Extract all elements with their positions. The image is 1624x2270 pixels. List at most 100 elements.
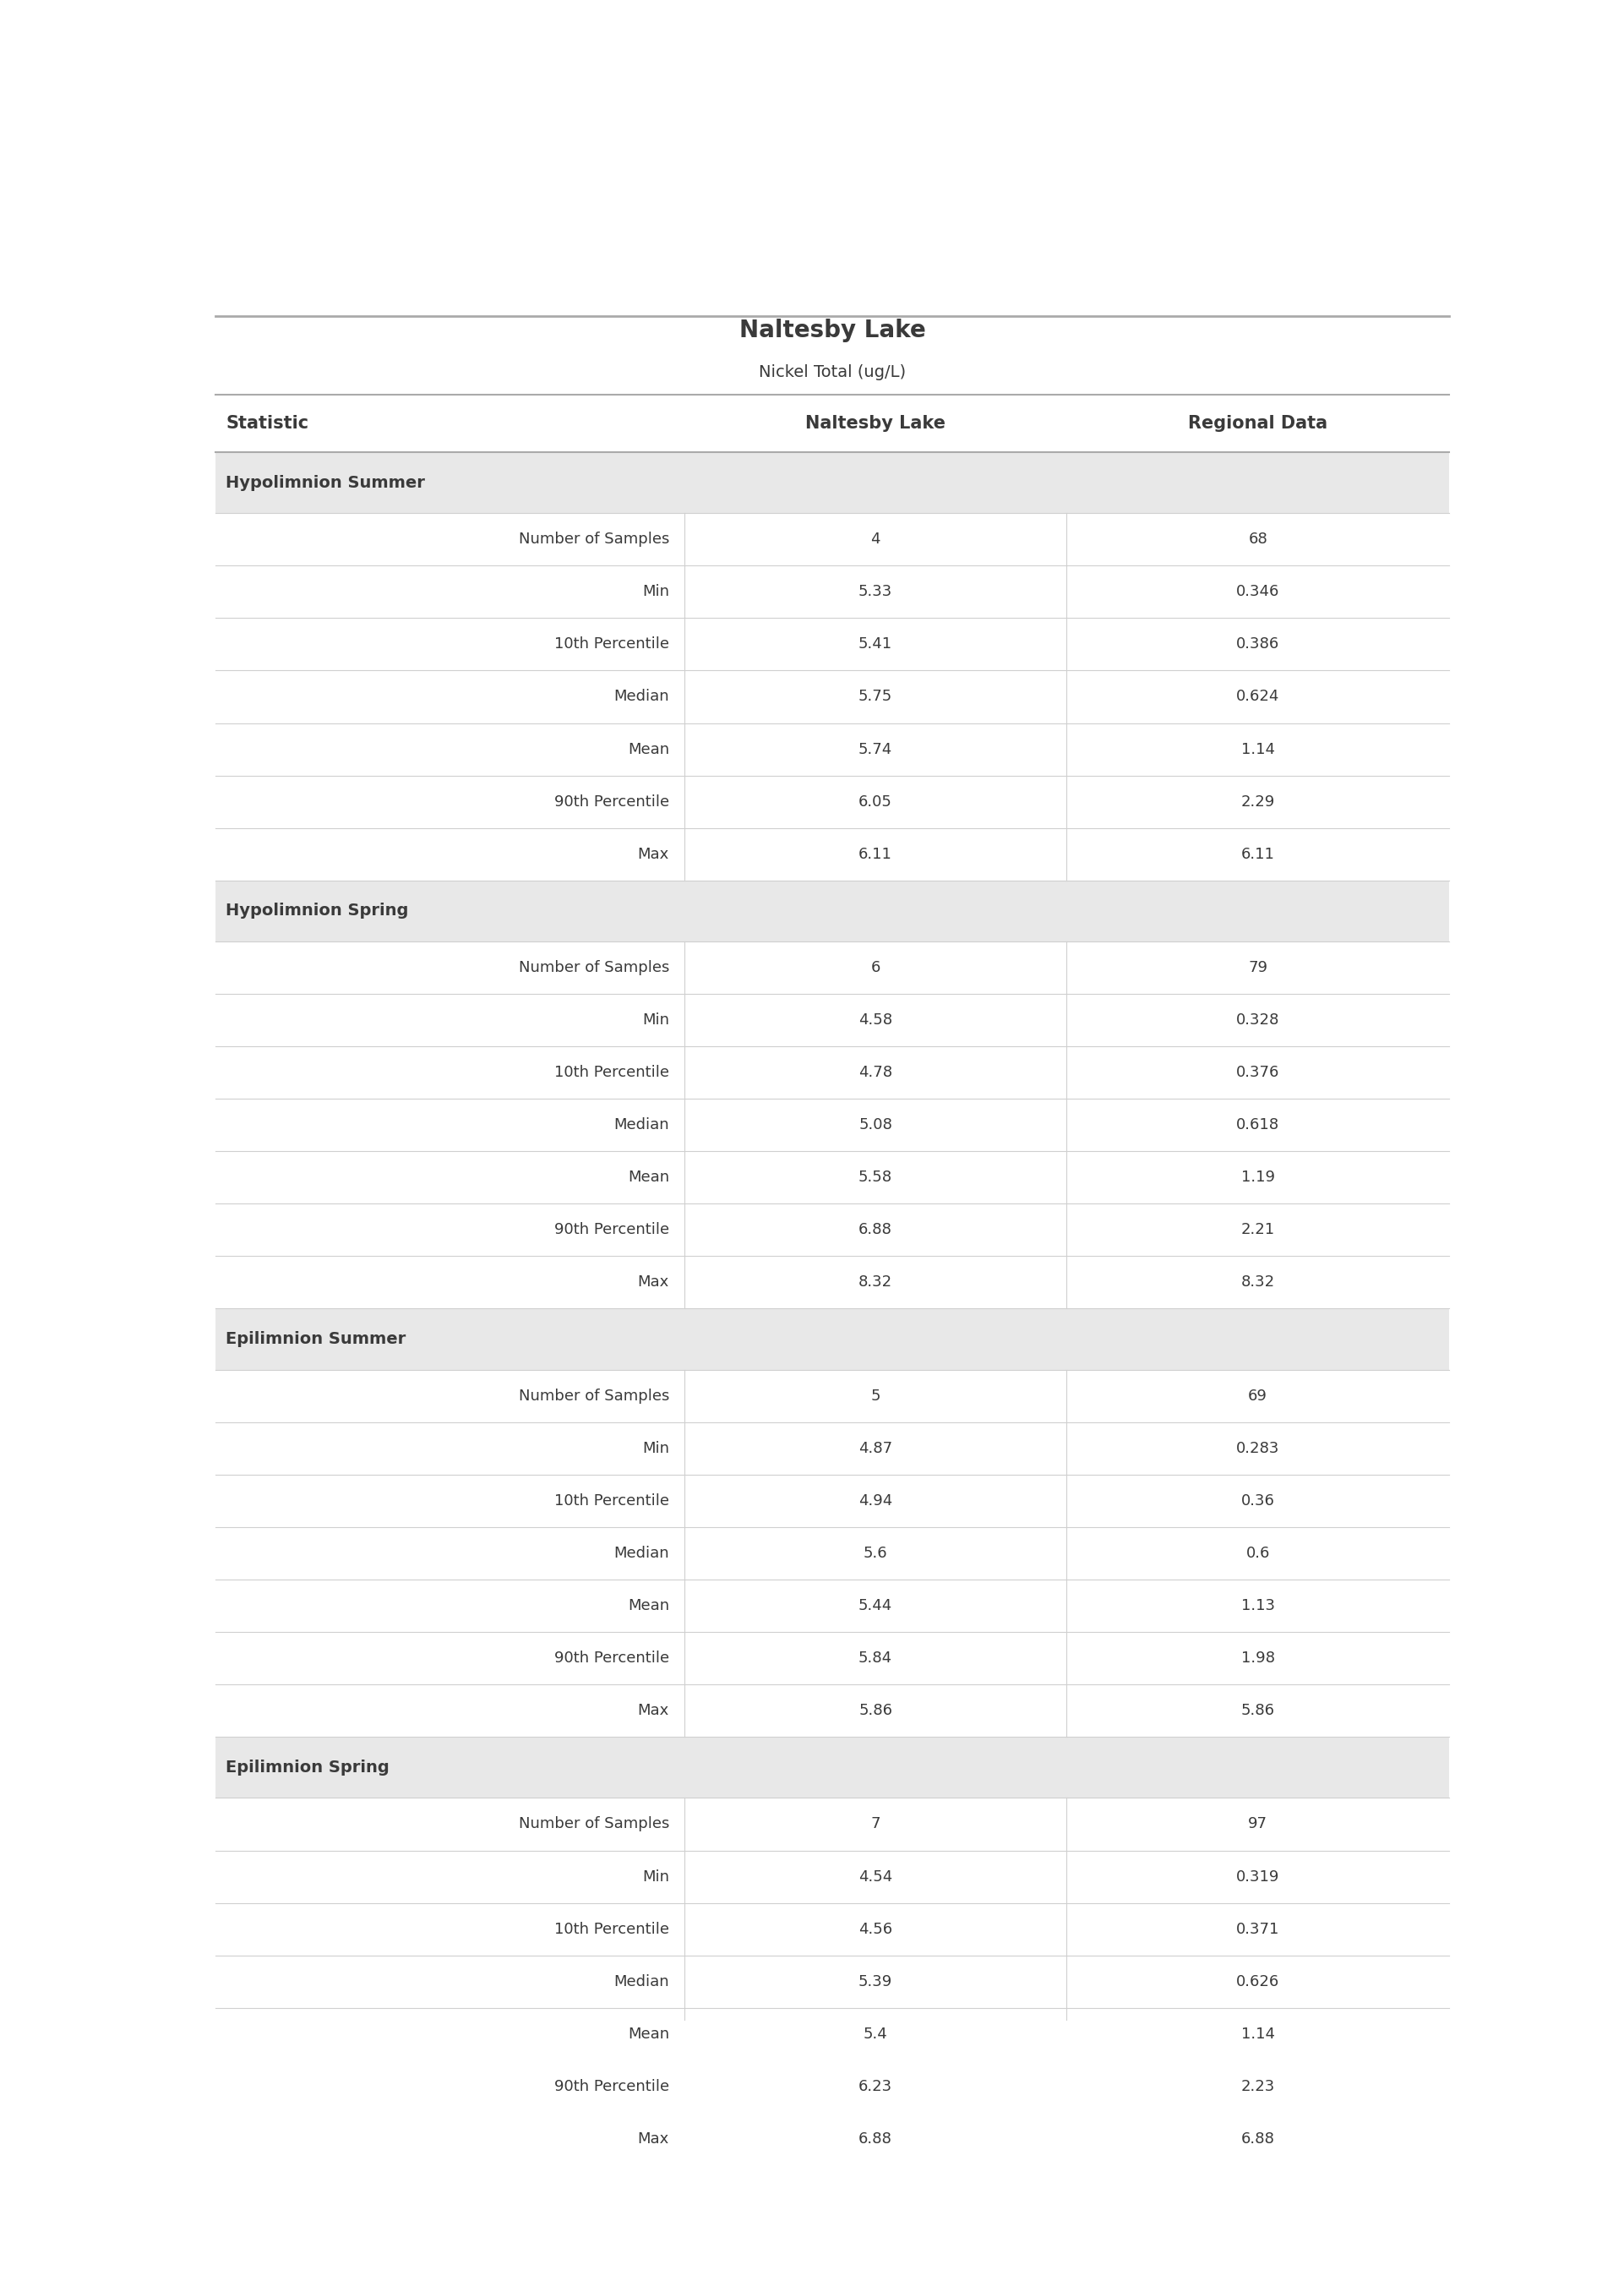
Text: Statistic: Statistic [226,415,309,431]
Bar [216,1308,1449,1369]
Text: Max: Max [638,1276,669,1289]
Bar [216,1580,1449,1632]
Text: 0.626: 0.626 [1236,1975,1280,1989]
Text: 1.14: 1.14 [1241,2027,1275,2041]
Text: Max: Max [638,847,669,863]
Text: 2.21: 2.21 [1241,1221,1275,1237]
Text: Naltesby Lake: Naltesby Lake [739,320,926,343]
Text: Mean: Mean [628,1169,669,1185]
Text: 6.11: 6.11 [859,847,892,863]
Text: 90th Percentile: 90th Percentile [554,794,669,810]
Bar [216,2113,1449,2166]
Text: 90th Percentile: 90th Percentile [554,1650,669,1666]
Text: Hypolimnion Summer: Hypolimnion Summer [226,474,425,490]
Text: 6: 6 [870,960,880,976]
Bar [216,829,1449,881]
Bar [216,1203,1449,1255]
Text: Mean: Mean [628,742,669,756]
Text: 0.618: 0.618 [1236,1117,1280,1133]
Text: Median: Median [614,690,669,704]
Text: 0.376: 0.376 [1236,1065,1280,1081]
Text: 8.32: 8.32 [859,1276,893,1289]
Text: 0.36: 0.36 [1241,1494,1275,1510]
Text: 1.98: 1.98 [1241,1650,1275,1666]
Bar [216,776,1449,829]
Text: 5: 5 [870,1389,880,1403]
Text: 6.23: 6.23 [859,2079,893,2093]
Text: 4.58: 4.58 [859,1012,893,1028]
Text: 5.75: 5.75 [859,690,893,704]
Bar [216,1737,1449,1798]
Bar [216,1151,1449,1203]
Text: Min: Min [641,1868,669,1884]
Text: 6.11: 6.11 [1241,847,1275,863]
Text: Epilimnion Spring: Epilimnion Spring [226,1759,390,1775]
Bar [216,1255,1449,1308]
Text: 10th Percentile: 10th Percentile [554,638,669,651]
Text: 5.33: 5.33 [859,583,893,599]
Text: 5.44: 5.44 [859,1598,893,1614]
Bar [216,452,1449,513]
Bar [216,513,1449,565]
Text: 1.13: 1.13 [1241,1598,1275,1614]
Text: 4.78: 4.78 [859,1065,893,1081]
Text: 5.86: 5.86 [859,1702,892,1718]
Bar [216,395,1449,452]
Bar [216,1798,1449,1850]
Bar [216,1046,1449,1099]
Text: Min: Min [641,583,669,599]
Bar [216,1099,1449,1151]
Text: 0.6: 0.6 [1246,1546,1270,1562]
Text: 6.05: 6.05 [859,794,892,810]
Bar [216,1850,1449,1902]
Text: 1.19: 1.19 [1241,1169,1275,1185]
Bar [216,617,1449,670]
Bar [216,1902,1449,1954]
Text: 90th Percentile: 90th Percentile [554,1221,669,1237]
Text: Max: Max [638,1702,669,1718]
Text: 5.4: 5.4 [864,2027,888,2041]
Bar [216,1528,1449,1580]
Bar [216,1423,1449,1476]
Text: 90th Percentile: 90th Percentile [554,2079,669,2093]
Text: 10th Percentile: 10th Percentile [554,1065,669,1081]
Text: 68: 68 [1249,531,1267,547]
Bar [216,2007,1449,2061]
Text: Mean: Mean [628,1598,669,1614]
Text: Median: Median [614,1975,669,1989]
Text: 6.88: 6.88 [1241,2132,1275,2147]
Text: 4.87: 4.87 [859,1441,893,1455]
Text: Number of Samples: Number of Samples [518,531,669,547]
Text: Mean: Mean [628,2027,669,2041]
Text: 5.86: 5.86 [1241,1702,1275,1718]
Text: Max: Max [638,2132,669,2147]
Text: Number of Samples: Number of Samples [518,1389,669,1403]
Bar [216,565,1449,617]
Bar [216,994,1449,1046]
Text: 10th Percentile: 10th Percentile [554,1494,669,1510]
Text: Epilimnion Summer: Epilimnion Summer [226,1330,406,1346]
Text: 10th Percentile: 10th Percentile [554,1920,669,1936]
Bar [216,2061,1449,2113]
Text: Naltesby Lake: Naltesby Lake [806,415,945,431]
Text: Number of Samples: Number of Samples [518,960,669,976]
Bar [216,1632,1449,1684]
Text: 5.74: 5.74 [859,742,893,756]
Bar [216,1954,1449,2007]
Text: 6.88: 6.88 [859,1221,892,1237]
Text: 4.56: 4.56 [859,1920,893,1936]
Text: 7: 7 [870,1816,880,1832]
Bar [216,1684,1449,1737]
Text: Min: Min [641,1012,669,1028]
Text: Median: Median [614,1117,669,1133]
Text: 5.6: 5.6 [864,1546,888,1562]
Bar [216,1476,1449,1528]
Text: 97: 97 [1249,1816,1268,1832]
Text: 79: 79 [1249,960,1268,976]
Text: 69: 69 [1249,1389,1267,1403]
Text: Number of Samples: Number of Samples [518,1816,669,1832]
Bar [216,881,1449,942]
Text: 5.41: 5.41 [859,638,893,651]
Bar [216,1369,1449,1423]
Bar [216,670,1449,724]
